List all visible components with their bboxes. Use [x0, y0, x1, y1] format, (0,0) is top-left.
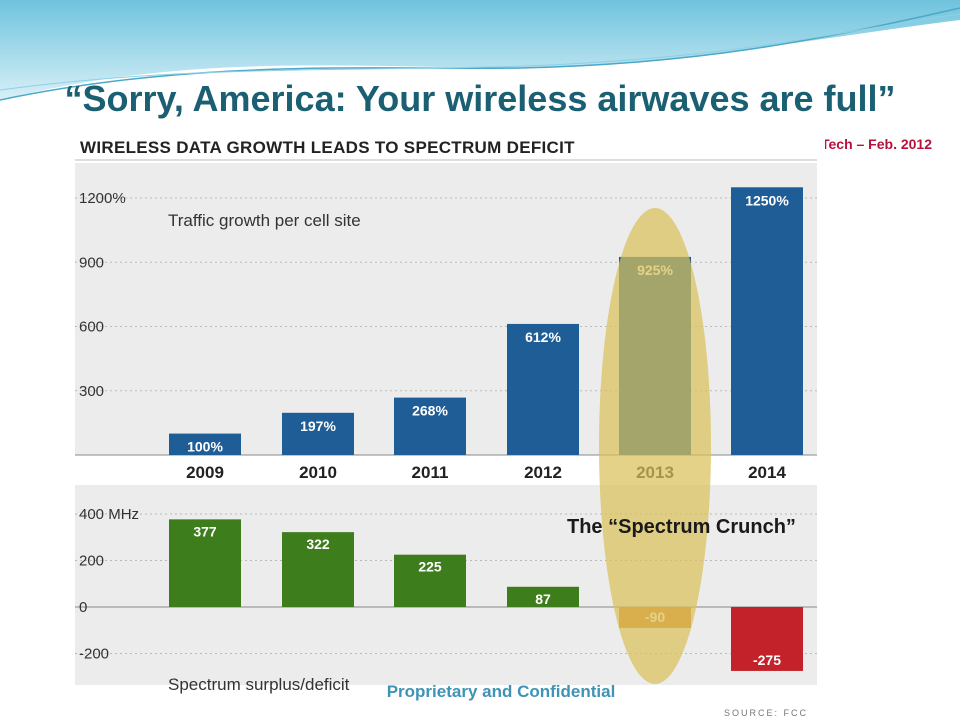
- spectrum-bar: [731, 607, 803, 671]
- traffic-bar: [619, 256, 691, 455]
- bar-value-label: 612%: [525, 329, 561, 345]
- spectrum-bar: [169, 519, 241, 607]
- y-tick-label: 400 MHz: [79, 506, 139, 523]
- x-tick-label: 2011: [412, 463, 449, 482]
- traffic-bar: [169, 433, 241, 455]
- y-tick-label: 300: [79, 383, 104, 400]
- y-tick-label: 0: [79, 599, 87, 616]
- bar-value-label: 87: [535, 591, 551, 607]
- x-tick-label: 2012: [524, 463, 562, 482]
- x-tick-label: 2013: [636, 463, 674, 482]
- wave-line: [0, 13, 960, 91]
- bar-value-label: 100%: [187, 439, 223, 455]
- y-tick-label: -200: [79, 646, 109, 663]
- bar-value-label: 925%: [637, 262, 673, 278]
- bar-value-label: 268%: [412, 403, 448, 419]
- bar-value-label: -275: [753, 652, 781, 668]
- x-tick-label: 2014: [748, 463, 786, 482]
- slide-title: “Sorry, America: Your wireless airwaves …: [64, 78, 896, 119]
- wave-shape: [0, 0, 960, 100]
- bar-value-label: -90: [645, 609, 665, 625]
- chart-source: SOURCE: FCC: [724, 708, 809, 718]
- chart-title: WIRELESS DATA GROWTH LEADS TO SPECTRUM D…: [80, 138, 575, 157]
- bar-value-label: 322: [306, 536, 330, 552]
- bar-value-label: 225: [418, 559, 442, 575]
- footer: Proprietary and Confidential: [386, 682, 616, 701]
- spectrum-crunch-callout: The “Spectrum Crunch”: [567, 516, 796, 538]
- spectrum-bar: [394, 554, 466, 607]
- y-tick-label: 1200%: [79, 190, 126, 207]
- x-tick-label: 2010: [299, 463, 337, 482]
- traffic-bar: [282, 412, 354, 455]
- traffic-bar: [394, 397, 466, 455]
- y-tick-label: 600: [79, 319, 104, 336]
- panel-label: Spectrum surplus/deficit: [168, 675, 350, 694]
- wave-line: [0, 7, 960, 101]
- bar-value-label: 377: [193, 523, 217, 539]
- y-tick-label: 900: [79, 254, 104, 271]
- panel-label: Traffic growth per cell site: [168, 211, 361, 230]
- x-tick-label: 2009: [186, 463, 224, 482]
- bar-value-label: 1250%: [745, 192, 789, 208]
- spectrum-bar: [507, 586, 579, 607]
- traffic-bar: [507, 323, 579, 455]
- traffic-bar: [731, 187, 803, 455]
- y-tick-label: 200: [79, 553, 104, 570]
- spectrum-bar: [282, 532, 354, 607]
- bar-value-label: 197%: [300, 418, 336, 434]
